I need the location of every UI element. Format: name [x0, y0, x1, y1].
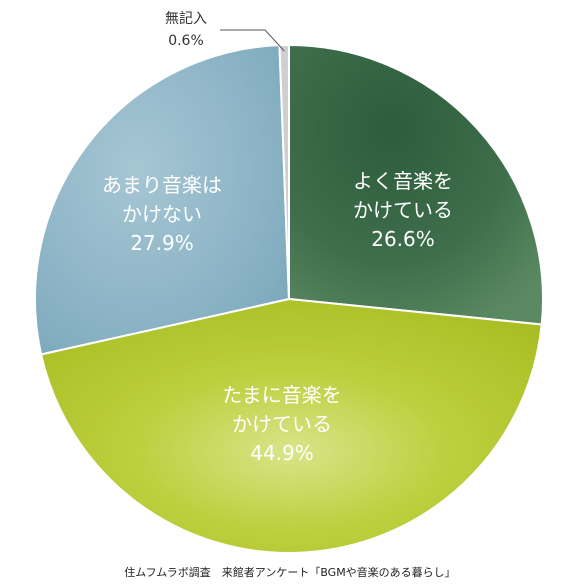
slice-often-label: よく音楽をかけている 26.6% — [353, 169, 453, 251]
slice-sometimes-label: たまに音楽をかけている 44.9% — [222, 383, 341, 465]
slice-often — [288, 43, 545, 326]
no-answer-leader-line — [220, 29, 285, 52]
slice-sometimes — [39, 297, 543, 554]
slice-rarely-label: あまり音楽はかけない 27.9% — [102, 173, 222, 255]
slice-rarely — [34, 44, 291, 356]
slice-no-answer-label: 無記入 0.6% — [165, 10, 207, 49]
source-note: 住ムフムラボ調査 来館者アンケート「BGMや音楽のある暮らし」 — [124, 566, 456, 579]
